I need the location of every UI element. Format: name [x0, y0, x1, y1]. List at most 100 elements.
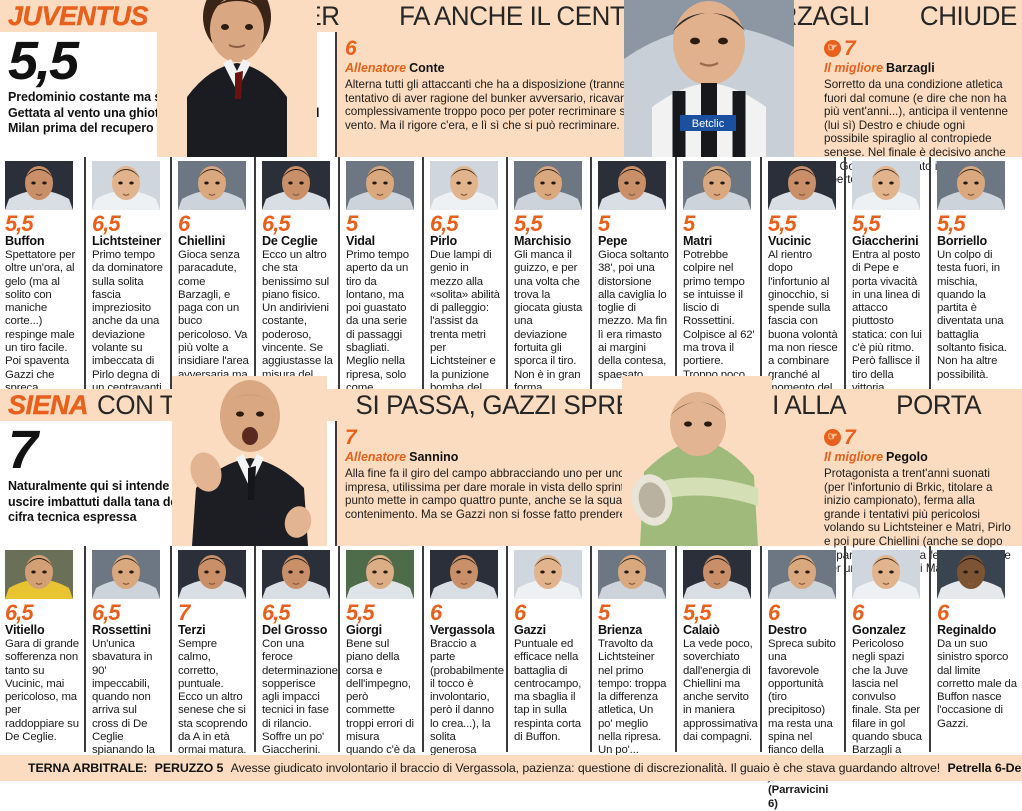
best-vote-row-juventus: ☞ 7 [824, 38, 1012, 59]
player-comment: Due lampi di genio in mezzo alla «solita… [430, 249, 501, 409]
player-photo [683, 550, 751, 599]
player-vote: 5,5 [514, 213, 585, 234]
referee-label: TERNA ARBITRALE: [28, 761, 147, 775]
player-name: Matri [683, 234, 755, 249]
player-photo [5, 161, 73, 210]
best-vote-juventus: 7 [844, 38, 856, 59]
coach-role-label: Allenatore [345, 61, 406, 75]
player-vote: 5,5 [937, 213, 1017, 234]
coach-name-juventus: Conte [409, 61, 444, 75]
player-vote: 5,5 [5, 213, 79, 234]
coach-photo-conte [157, 0, 317, 157]
player-vote: 5,5 [346, 602, 417, 623]
player-photo [514, 161, 582, 210]
best-name-juventus: Barzagli [886, 61, 935, 75]
referee-text: TERNA ARBITRALE: PERUZZO 5 Avesse giudic… [28, 761, 1022, 775]
player-photo [5, 550, 73, 599]
referee-bar: TERNA ARBITRALE: PERUZZO 5 Avesse giudic… [0, 755, 1022, 781]
svg-text:Betclic: Betclic [692, 118, 725, 130]
top-block-siena: 7 Naturalmente qui si intende esaltare l… [0, 421, 1022, 546]
best-vote-row-siena: ☞ 7 [824, 427, 1012, 448]
team-name-juventus: JUVENTUS [0, 1, 148, 32]
player-comment: Gli manca il guizzo, e per una volta che… [514, 249, 585, 409]
player-vote: 7 [178, 602, 249, 623]
player-comment: Un'unica sbavatura in 90' impeccabili, q… [92, 638, 165, 771]
coach-photo-sannino [172, 376, 327, 546]
player-photo [178, 550, 246, 599]
player-name: Gonzalez [852, 623, 924, 638]
player-vote: 5,5 [852, 213, 924, 234]
player-vote: 6,5 [262, 213, 333, 234]
player-vote: 6 [852, 602, 924, 623]
player-name: Reginaldo [937, 623, 1017, 638]
player-vote: 5 [598, 602, 670, 623]
player-name: Giorgi [346, 623, 417, 638]
player-vote: 5 [683, 213, 755, 234]
player-name: Destro [768, 623, 839, 638]
player-comment: Ecco un altro che sta benissimo sul pian… [262, 249, 333, 395]
player-vote: 6,5 [262, 602, 333, 623]
player-name: Terzi [178, 623, 249, 638]
player-vote: 6,5 [92, 213, 165, 234]
player-vote: 5,5 [683, 602, 755, 623]
coach-name-siena: Sannino [409, 450, 458, 464]
medal-icon: ☞ [824, 429, 841, 446]
player-name: Pepe [598, 234, 670, 249]
player-photo [852, 550, 920, 599]
player-vote: 6,5 [5, 602, 79, 623]
player-comment: Sempre calmo, corretto, puntuale. Ecco u… [178, 638, 249, 758]
player-name: Borriello [937, 234, 1017, 249]
player-comment: Spettatore per oltre un'ora, al gelo (ma… [5, 249, 79, 395]
best-name-siena: Pegolo [886, 450, 928, 464]
player-vote: 6,5 [430, 213, 501, 234]
best-role-label: Il migliore [824, 61, 883, 75]
player-photo [430, 161, 498, 210]
section-banner-juventus: JUVENTUS LICHTSTEINERFA ANCHE IL CENTRAV… [0, 0, 1022, 32]
player-name: Lichtsteiner [92, 234, 165, 249]
player-comment: Entra al posto di Pepe e porta vivacità … [852, 249, 924, 395]
player-vote: 6,5 [92, 602, 165, 623]
player-photo [514, 550, 582, 599]
player-vote: 6 [178, 213, 249, 234]
player-photo [92, 161, 160, 210]
best-vote-siena: 7 [844, 427, 856, 448]
player-vote: 5 [598, 213, 670, 234]
top-block-juventus: 5,5 Predominio costante ma sterile: nel … [0, 32, 1022, 157]
player-comment: Travolto da Lichtsteiner nel primo tempo… [598, 638, 670, 758]
player-name: Gazzi [514, 623, 585, 638]
player-photo [92, 550, 160, 599]
player-vote: 6 [514, 602, 585, 623]
referee-name: PERUZZO 5 [155, 761, 224, 775]
player-photo [346, 161, 414, 210]
player-photo [598, 550, 666, 599]
player-photo [683, 161, 751, 210]
